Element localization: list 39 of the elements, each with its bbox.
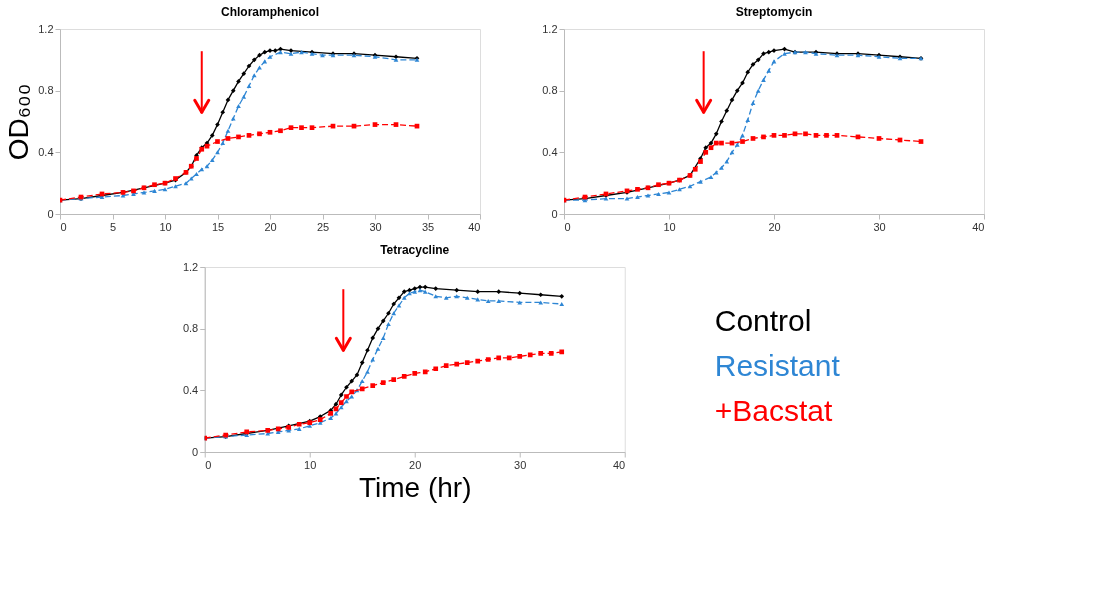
y-tick-label: 0.4: [182, 383, 199, 396]
y-axis-title: OD₆₀₀: [3, 83, 35, 161]
chart-title: Tetracycline: [380, 243, 450, 257]
x-tick-label: 30: [873, 220, 886, 233]
text: Control: [714, 304, 812, 337]
x-tick-label: 40: [468, 220, 481, 233]
y-tick-label: 0.4: [542, 145, 558, 158]
x-tick-label: 40: [972, 220, 985, 233]
x-tick-label: 10: [159, 220, 172, 233]
text: +Bacstat: [714, 394, 833, 427]
x-tick-label: 20: [768, 220, 781, 233]
x-tick-label: 0: [564, 220, 571, 233]
y-tick-label: 0: [47, 207, 54, 220]
x-tick-label: 10: [663, 220, 676, 233]
y-tick-label: 0.4: [38, 145, 54, 158]
y-tick-label: 0.8: [38, 84, 54, 97]
x-tick-label: 20: [264, 220, 277, 233]
x-tick-label: 15: [211, 220, 225, 233]
x-tick-label: 35: [421, 220, 435, 233]
y-tick-label: 1.2: [542, 22, 558, 35]
x-tick-label: 10: [304, 458, 317, 471]
y-tick-label: 0: [192, 445, 199, 458]
chart-title: Chloramphenicol: [220, 5, 320, 19]
text: Resistant: [714, 349, 841, 382]
x-tick-label: 25: [316, 220, 330, 233]
x-axis-title: Time (hr): [358, 471, 472, 503]
y-tick-label: 0.8: [182, 322, 199, 335]
x-tick-label: 0: [205, 458, 212, 471]
x-tick-label: 20: [409, 458, 422, 471]
x-tick-label: 0: [60, 220, 67, 233]
y-tick-label: 1.2: [182, 260, 199, 273]
y-tick-label: 0.8: [542, 84, 558, 97]
y-tick-label: 0: [551, 207, 558, 220]
x-tick-label: 5: [109, 220, 117, 233]
x-tick-label: 30: [514, 458, 527, 471]
chart-title: Streptomycin: [735, 5, 813, 19]
y-tick-label: 1.2: [38, 22, 54, 35]
x-tick-label: 30: [369, 220, 382, 233]
x-tick-label: 40: [612, 458, 626, 471]
